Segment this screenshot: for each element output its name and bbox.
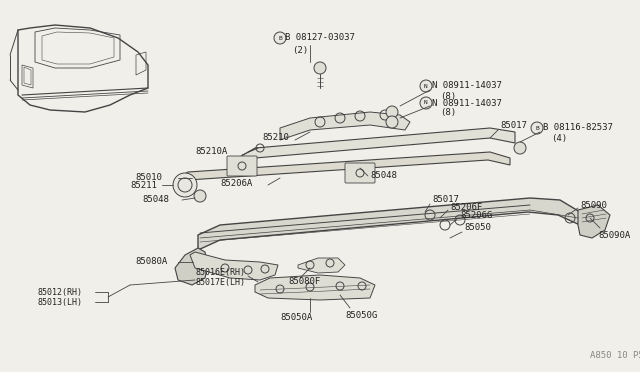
Text: 85048: 85048 <box>142 196 169 205</box>
Text: 85211: 85211 <box>130 180 157 189</box>
Circle shape <box>194 190 206 202</box>
Text: 85210: 85210 <box>262 134 289 142</box>
Text: N: N <box>424 100 428 106</box>
Circle shape <box>386 116 398 128</box>
Circle shape <box>531 122 543 134</box>
Text: B: B <box>535 125 539 131</box>
Text: (8): (8) <box>440 92 456 100</box>
Text: N: N <box>424 83 428 89</box>
Circle shape <box>514 142 526 154</box>
Text: 85050A: 85050A <box>280 314 312 323</box>
Polygon shape <box>175 248 208 285</box>
Text: 85090: 85090 <box>580 201 607 209</box>
Text: 85017: 85017 <box>432 196 459 205</box>
Polygon shape <box>280 112 410 140</box>
Circle shape <box>314 62 326 74</box>
Text: 85048: 85048 <box>370 170 397 180</box>
Polygon shape <box>298 258 345 273</box>
Text: 85050G: 85050G <box>345 311 377 320</box>
Text: (8): (8) <box>440 109 456 118</box>
Polygon shape <box>198 198 580 250</box>
Text: 85017E(LH): 85017E(LH) <box>195 278 245 286</box>
Text: 85012(RH): 85012(RH) <box>38 288 83 296</box>
Polygon shape <box>190 252 278 280</box>
Text: 85010: 85010 <box>135 173 162 182</box>
Text: 85080F: 85080F <box>288 278 320 286</box>
Circle shape <box>173 173 197 197</box>
Text: B 08127-03037: B 08127-03037 <box>285 33 355 42</box>
Text: (2): (2) <box>292 45 308 55</box>
Circle shape <box>420 80 432 92</box>
Polygon shape <box>238 128 515 168</box>
Text: (4): (4) <box>551 134 567 142</box>
Text: 85206A: 85206A <box>220 180 252 189</box>
Text: 85017: 85017 <box>500 122 527 131</box>
Text: N 08911-14037: N 08911-14037 <box>432 81 502 90</box>
Text: 85210A: 85210A <box>195 148 227 157</box>
FancyBboxPatch shape <box>345 163 375 183</box>
Text: A850 10 P5: A850 10 P5 <box>590 350 640 359</box>
Text: 85090A: 85090A <box>598 231 630 240</box>
Text: 85050: 85050 <box>464 224 491 232</box>
Text: N 08911-14037: N 08911-14037 <box>432 99 502 108</box>
Polygon shape <box>178 152 510 186</box>
FancyBboxPatch shape <box>227 156 257 176</box>
Text: B: B <box>278 35 282 41</box>
Circle shape <box>274 32 286 44</box>
Circle shape <box>420 97 432 109</box>
Text: 85080A: 85080A <box>135 257 167 266</box>
Text: B 08116-82537: B 08116-82537 <box>543 124 613 132</box>
Text: 85013(LH): 85013(LH) <box>38 298 83 307</box>
Polygon shape <box>255 275 375 300</box>
Circle shape <box>386 106 398 118</box>
Text: 85206F: 85206F <box>450 202 483 212</box>
Polygon shape <box>578 205 610 238</box>
Text: 85206G: 85206G <box>460 211 492 219</box>
Text: 85016E(RH): 85016E(RH) <box>195 267 245 276</box>
